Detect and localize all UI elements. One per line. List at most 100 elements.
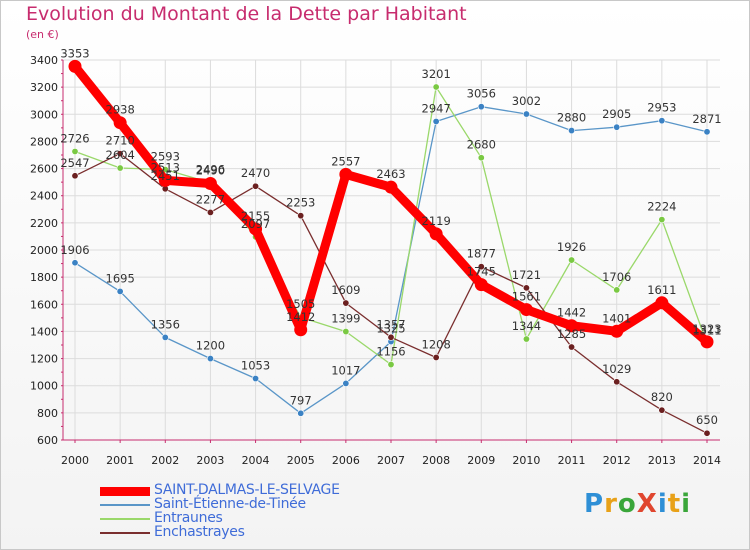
series-1-point [432, 117, 440, 125]
series-1-point [568, 127, 576, 135]
series-0-data-label: 2119 [422, 214, 451, 228]
x-tick-label: 2005 [287, 454, 315, 467]
series-3-point [71, 172, 79, 180]
series-1-data-label: 3002 [512, 94, 541, 108]
series-0-data-label: 2513 [151, 160, 180, 174]
series-2-data-label: 1399 [331, 312, 360, 326]
legend-label: SAINT-DALMAS-LE-SELVAGE [154, 482, 340, 498]
series-3-data-label: 1609 [331, 283, 360, 297]
series-2-data-label: 1156 [376, 345, 405, 359]
series-2-data-label: 2726 [60, 131, 89, 145]
x-tick-label: 2001 [106, 454, 134, 467]
series-1-point [658, 117, 666, 125]
series-2-data-label: 2496 [196, 163, 225, 177]
series-0-point [565, 319, 579, 333]
series-1-data-label: 1325 [376, 322, 405, 336]
series-3-point [116, 150, 124, 158]
legend-label: Entraunes [154, 510, 223, 526]
series-0-point [384, 180, 398, 194]
y-tick-label: 3200 [30, 81, 58, 94]
series-2-data-label: 2097 [241, 217, 270, 231]
y-tick-label: 800 [37, 407, 58, 420]
x-tick-label: 2012 [603, 454, 631, 467]
x-tick-label: 2007 [377, 454, 405, 467]
series-lines [68, 59, 714, 437]
series-0-data-label: 1323 [692, 322, 721, 336]
series-0-data-label: 1561 [512, 290, 541, 304]
series-3-data-label: 650 [696, 413, 718, 427]
series-1-data-label: 2953 [647, 101, 676, 115]
y-tick-label: 2800 [30, 135, 58, 148]
series-2-data-label: 1505 [286, 297, 315, 311]
series-0-point [113, 116, 127, 130]
series-2-data-label: 2224 [647, 200, 676, 214]
series-0-point [68, 59, 82, 73]
unit-label: (en €) [26, 28, 59, 41]
y-tick-label: 2400 [30, 190, 58, 203]
series-3-data-label: 820 [651, 390, 673, 404]
logo-letter: o [617, 489, 637, 519]
series-2-point [568, 256, 576, 264]
legend-swatch [100, 518, 150, 520]
series-0-data-label: 1401 [602, 311, 631, 325]
series-3-point [432, 353, 440, 361]
series-3-point [568, 343, 576, 351]
series-2-data-label: 2680 [467, 138, 496, 152]
x-tick-label: 2008 [422, 454, 450, 467]
logo-letter: i [657, 489, 668, 519]
series-1-data-label: 2947 [422, 101, 451, 115]
series-0-point [158, 173, 172, 187]
series-1-data-label: 2871 [692, 112, 721, 126]
series-1-point [297, 409, 305, 417]
series-0-data-label: 3353 [60, 46, 89, 60]
series-2-point [71, 147, 79, 155]
series-3-point [342, 299, 350, 307]
series-1-data-label: 3056 [467, 87, 496, 101]
series-1-point [477, 103, 485, 111]
x-tick-label: 2014 [693, 454, 721, 467]
x-tick-label: 2000 [61, 454, 89, 467]
series-0-point [474, 278, 488, 292]
series-3-data-label: 2451 [151, 169, 180, 183]
series-1-point [161, 333, 169, 341]
series-0-data-label: 2155 [241, 209, 270, 223]
series-1-point [703, 128, 711, 136]
series-1-data-label: 1695 [106, 271, 135, 285]
legend-label: Enchastrayes [154, 524, 245, 540]
series-1-point [252, 375, 260, 383]
series-3-point [206, 208, 214, 216]
series-3-data-label: 1208 [422, 337, 451, 351]
chart-title: Evolution du Montant de la Dette par Hab… [26, 3, 467, 25]
series-3-data-label: 2253 [286, 196, 315, 210]
axes: 600 800 1000 1200 1400 1600 1800 2000 2200 2400 26… [30, 54, 721, 467]
y-tick-label: 1600 [30, 298, 58, 311]
series-0-data-label: 1412 [286, 310, 315, 324]
legend-item: Enchastrayes [100, 524, 400, 540]
series-3-data-label: 2470 [241, 166, 270, 180]
legend-label: Saint-Étienne-de-Tinée [154, 496, 306, 512]
series-2-data-label: 1344 [512, 319, 541, 333]
legend-item: Entraunes [100, 510, 400, 526]
series-3-point [703, 429, 711, 437]
series-3-point [252, 182, 260, 190]
series-2-point [613, 286, 621, 294]
y-tick-label: 3400 [30, 54, 58, 67]
series-1-data-label: 1017 [331, 363, 360, 377]
series-2-point [658, 216, 666, 224]
legend-swatch [100, 486, 150, 496]
logo-letter: i [681, 489, 692, 519]
x-tick-label: 2013 [648, 454, 676, 467]
series-0-data-label: 2490 [196, 164, 225, 178]
y-tick-label: 1800 [30, 271, 58, 284]
y-tick-label: 3000 [30, 108, 58, 121]
series-3-data-label: 1029 [602, 362, 631, 376]
series-1-data-label: 1200 [196, 339, 225, 353]
series-1-data-label: 1356 [151, 317, 180, 331]
series-0-point [294, 323, 308, 337]
series-0-data-label: 1745 [467, 265, 496, 279]
legend: SAINT-DALMAS-LE-SELVAGE Saint-Étienne-de-… [100, 482, 400, 540]
series-3-point [477, 263, 485, 271]
logo-letter: r [604, 489, 618, 519]
series-3-point [613, 378, 621, 386]
series-0-point [655, 296, 669, 310]
